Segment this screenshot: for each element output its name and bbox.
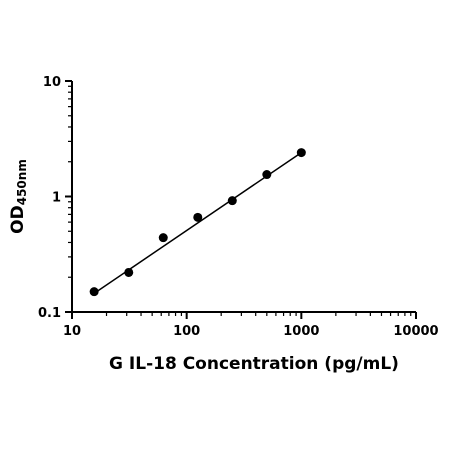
x-tick-label-10000: 10000 (393, 324, 438, 339)
y-axis-title-subscript: 450nm (15, 159, 29, 205)
y-axis-title-main: OD (8, 205, 28, 234)
data-point (193, 212, 203, 222)
y-tick-label-1: 1 (52, 191, 61, 206)
x-tick-label-100: 100 (173, 324, 200, 339)
axes (71, 81, 416, 313)
data-point (158, 233, 168, 243)
y-tick-label-0.1: 0.1 (38, 306, 61, 321)
x-axis-ticks: 10 100 1000 10000 (63, 312, 439, 339)
x-tick-label-10: 10 (63, 324, 81, 339)
y-axis-ticks: 0.1 1 10 (38, 75, 72, 321)
data-points (89, 148, 306, 297)
y-axis-title: OD450nm (8, 159, 29, 234)
data-point (124, 267, 134, 277)
data-point (296, 148, 306, 158)
y-tick-label-10: 10 (43, 75, 61, 90)
data-point (227, 196, 237, 206)
data-point (262, 170, 272, 180)
data-point (89, 287, 99, 297)
minor-ticks (68, 85, 412, 316)
x-axis-title: G IL-18 Concentration (pg/mL) (109, 354, 399, 374)
x-tick-label-1000: 1000 (283, 324, 319, 339)
